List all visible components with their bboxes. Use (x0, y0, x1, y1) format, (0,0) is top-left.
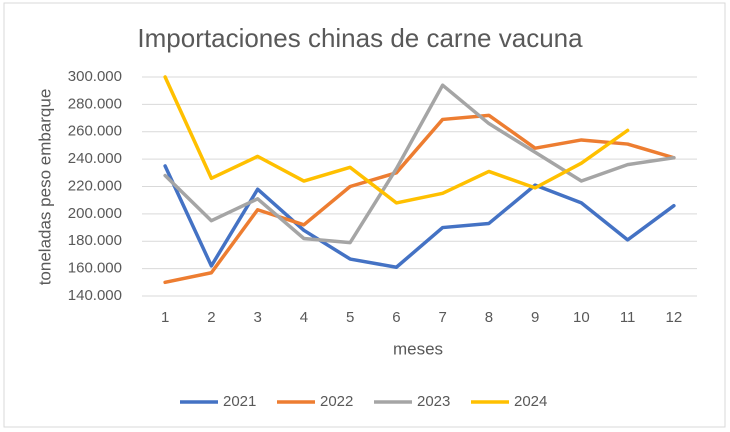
x-tick-label: 11 (620, 309, 636, 326)
y-tick-label: 260.000 (68, 123, 122, 140)
x-tick-label: 6 (392, 309, 400, 326)
y-tick-label: 220.000 (68, 177, 122, 194)
y-tick-label: 300.000 (68, 68, 122, 85)
y-tick-label: 180.000 (68, 232, 122, 249)
x-axis-label: meses (393, 339, 443, 358)
chart-frame (3, 2, 726, 428)
x-tick-label: 12 (666, 309, 683, 326)
y-tick-label: 280.000 (68, 95, 122, 112)
x-tick-label: 4 (300, 309, 308, 326)
y-tick-label: 140.000 (68, 287, 122, 304)
y-tick-label: 200.000 (68, 205, 122, 222)
chart-title: Importaciones chinas de carne vacuna (137, 23, 583, 53)
x-tick-label: 1 (161, 309, 169, 326)
x-tick-label: 9 (531, 309, 539, 326)
x-tick-label: 3 (253, 309, 261, 326)
legend-label: 2021 (223, 393, 256, 410)
x-tick-label: 8 (485, 309, 493, 326)
x-tick-label: 10 (573, 309, 590, 326)
legend-label: 2024 (514, 393, 547, 410)
x-tick-label: 5 (346, 309, 354, 326)
y-axis-label: toneladas peso embarque (35, 89, 54, 286)
legend-label: 2023 (417, 393, 450, 410)
x-tick-label: 2 (207, 309, 215, 326)
x-tick-label: 7 (438, 309, 446, 326)
y-tick-label: 160.000 (68, 260, 122, 277)
y-tick-label: 240.000 (68, 150, 122, 167)
series-line (163, 113, 676, 285)
series-line (163, 75, 630, 205)
series-line (163, 83, 676, 245)
legend-label: 2022 (320, 393, 353, 410)
